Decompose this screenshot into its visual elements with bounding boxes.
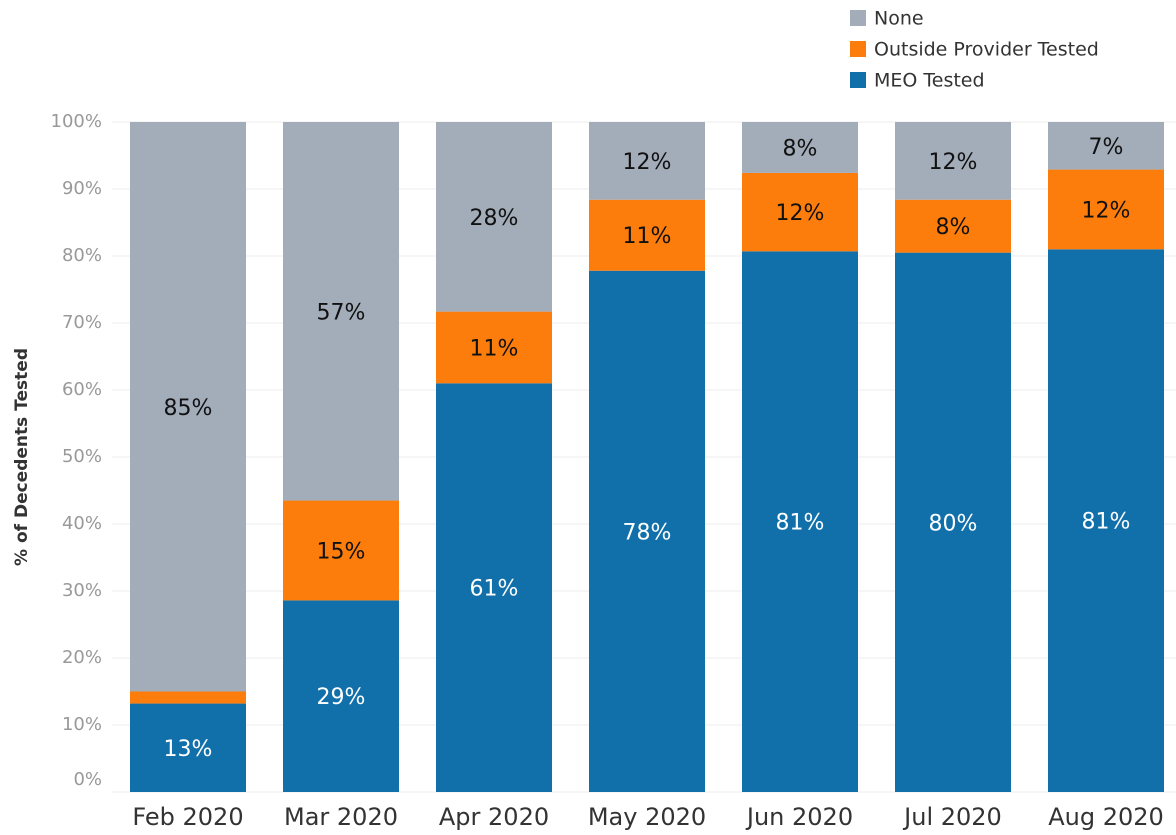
data-label: 12% (1082, 198, 1131, 223)
legend-label: Outside Provider Tested (874, 39, 1099, 61)
data-label: 8% (783, 136, 818, 161)
bar-segment (742, 251, 858, 792)
bar-segment (589, 270, 705, 792)
y-tick-label: 10% (62, 714, 102, 735)
x-tick-label: May 2020 (588, 803, 706, 831)
x-tick-label: Mar 2020 (284, 803, 398, 831)
bar-segment (436, 122, 552, 312)
bar-segment (1048, 169, 1164, 250)
data-label: 8% (936, 215, 971, 240)
bar-segment (589, 199, 705, 271)
data-label: 28% (470, 206, 519, 231)
bar-segment (895, 122, 1011, 200)
x-tick-label: Jun 2020 (745, 803, 853, 831)
y-tick-label: 0% (73, 769, 102, 790)
data-label: 12% (929, 150, 978, 175)
y-tick-label: 50% (62, 446, 102, 467)
legend-label: None (874, 8, 924, 30)
data-label: 81% (776, 511, 825, 536)
data-label: 78% (623, 520, 672, 545)
bar-segment (436, 311, 552, 384)
bar-segment (1048, 122, 1164, 170)
bar-segment (283, 122, 399, 501)
y-tick-label: 30% (62, 580, 102, 601)
bar-segment (130, 703, 246, 792)
data-label: 81% (1082, 510, 1131, 535)
y-tick-label: 70% (62, 312, 102, 333)
data-label: 12% (623, 150, 672, 175)
data-label: 11% (470, 336, 519, 361)
y-tick-label: 80% (62, 245, 102, 266)
data-label: 12% (776, 201, 825, 226)
data-label: 57% (317, 300, 366, 325)
bar-segment (895, 199, 1011, 253)
bar-segment (895, 252, 1011, 792)
legend-label: MEO Tested (874, 70, 985, 92)
bar-segment (283, 600, 399, 792)
data-label: 29% (317, 685, 366, 710)
x-tick-label: Jul 2020 (902, 803, 1002, 831)
bar-segment (1048, 249, 1164, 793)
legend-swatch (850, 72, 866, 88)
data-label: 7% (1089, 135, 1124, 160)
bar-segment (436, 383, 552, 792)
data-label: 15% (317, 539, 366, 564)
data-label: 13% (164, 737, 213, 762)
y-axis-label: % of Decedents Tested (12, 348, 32, 566)
y-tick-label: 20% (62, 647, 102, 668)
y-tick-label: 40% (62, 513, 102, 534)
bar-segment (130, 122, 246, 692)
y-tick-label: 100% (51, 111, 102, 132)
bar-segment (589, 122, 705, 200)
data-label: 61% (470, 577, 519, 602)
x-tick-label: Aug 2020 (1048, 803, 1164, 831)
x-tick-label: Feb 2020 (132, 803, 243, 831)
data-label: 80% (929, 511, 978, 536)
x-tick-label: Apr 2020 (439, 803, 549, 831)
bar-segment (283, 500, 399, 601)
bar-segment (130, 691, 246, 704)
bar-segment (742, 172, 858, 252)
legend-swatch (850, 41, 866, 57)
y-tick-label: 60% (62, 379, 102, 400)
legend-swatch (850, 10, 866, 26)
data-label: 85% (164, 396, 213, 421)
y-tick-label: 90% (62, 178, 102, 199)
data-label: 11% (623, 224, 672, 249)
bar-segment (742, 122, 858, 173)
